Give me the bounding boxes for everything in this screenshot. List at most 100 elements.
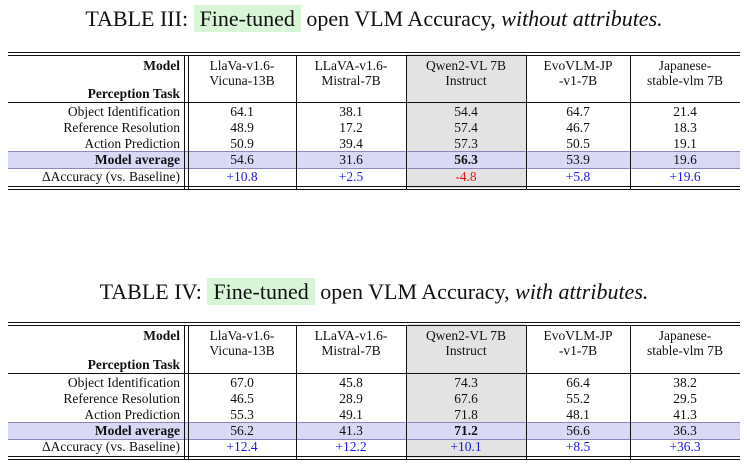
table-3-row-1-value: 54.4 [454, 104, 478, 119]
table-3-label: TABLE III: [85, 6, 189, 31]
table-4-average-value: 56.6 [566, 423, 590, 438]
table-3-average-value: 54.6 [230, 152, 254, 167]
table-3-top-rule-2 [8, 55, 740, 56]
table-3-vline-double-2 [188, 55, 189, 189]
table-4-vline [296, 325, 297, 459]
table-3-row-3-value: 57.3 [454, 136, 478, 151]
table-3-row-3-value: 50.9 [230, 136, 254, 151]
table-4-delta-value: +12.2 [335, 439, 367, 454]
table-3-row-3-task: Action Prediction [84, 136, 180, 151]
table-3-row-1-value: 64.1 [230, 104, 254, 119]
table-3-row-2-value: 17.2 [339, 120, 363, 135]
table-4-delta-value: +36.3 [669, 439, 701, 454]
table-3-header-task: Perception Task [87, 86, 180, 101]
table-3-highlight: Fine-tuned [193, 5, 301, 32]
table-4-row-3-value: 41.3 [673, 407, 697, 422]
table-4-row-2-value: 28.9 [339, 391, 363, 406]
table-3-average-value: 53.9 [566, 152, 590, 167]
table-4-delta-value: +8.5 [565, 439, 591, 454]
table-3-title-italic: without attributes. [501, 6, 663, 31]
table-3-row-3-value: 19.1 [673, 136, 697, 151]
table-4-row-1-value: 74.3 [454, 375, 478, 390]
table-4-row-1-value: 45.8 [339, 375, 363, 390]
table-3-header-rule [8, 102, 740, 103]
table-3-delta-value: -4.8 [455, 169, 477, 184]
table-3-model-2-line1: LLaVA-v1.6- [314, 58, 388, 73]
table-4-delta-value: +10.1 [450, 439, 482, 454]
table-3-vline [630, 55, 631, 189]
table-3-row-1-task: Object Identification [67, 104, 180, 119]
table-4-row-1-task: Object Identification [67, 375, 180, 390]
table-4-model-3-line1: Qwen2-VL 7B [425, 328, 507, 343]
table-4-row-1-value: 66.4 [566, 375, 590, 390]
table-4-delta-value: +12.4 [226, 439, 258, 454]
table-4-row-3-value: 55.3 [230, 407, 254, 422]
table-4-model-2-line1: LLaVA-v1.6- [314, 328, 388, 343]
table-4-vline [406, 325, 407, 459]
table-4-average-value: 41.3 [339, 423, 363, 438]
table-4-row-2-task: Reference Resolution [63, 391, 180, 406]
table-3-bottom-rule-2 [8, 189, 740, 190]
table-3-delta-value: +10.8 [226, 169, 258, 184]
table-3-delta-value: +2.5 [338, 169, 364, 184]
table-3-vline [296, 55, 297, 189]
table-4-vline-double-1 [184, 325, 185, 459]
table-3-row-2-value: 18.3 [673, 120, 697, 135]
table-3-average-value: 19.6 [673, 152, 697, 167]
table-3-model-1-line2: Vicuna-13B [209, 73, 275, 88]
table-3-average-value: 56.3 [454, 152, 478, 167]
table-4-average-row-shade [8, 422, 740, 440]
table-3-model-4-line2: -v1-7B [558, 73, 598, 88]
table-4-model-4-line2: -v1-7B [558, 343, 598, 358]
table-3-header-model: Model [143, 58, 180, 73]
table-3-model-3-line1: Qwen2-VL 7B [425, 58, 507, 73]
table-4-row-2-value: 29.5 [673, 391, 697, 406]
table-3-average-value: 31.6 [339, 152, 363, 167]
table-4-row-2-value: 67.6 [454, 391, 478, 406]
table-4-top-rule [8, 322, 740, 323]
table-4-row-3-value: 71.8 [454, 407, 478, 422]
table-3-vline-double-1 [184, 55, 185, 189]
table-3-row-3-value: 39.4 [339, 136, 363, 151]
table-3-row-3-value: 50.5 [566, 136, 590, 151]
table-4-row-1-value: 38.2 [673, 375, 697, 390]
table-4-label: TABLE IV: [99, 279, 202, 304]
table-4-vline [630, 325, 631, 459]
table-4-bottom-rule [8, 456, 740, 457]
table-3-top-rule [8, 52, 740, 53]
table-3-model-1-line1: LlaVa-v1.6- [209, 58, 275, 73]
table-4-row-3-task: Action Prediction [84, 407, 180, 422]
table-3-model-5-line2: stable-vlm 7B [646, 73, 724, 88]
table-4-average-task: Model average [94, 423, 180, 438]
table-4-vline-double-2 [188, 325, 189, 459]
table-4-row-1-value: 67.0 [230, 375, 254, 390]
table-4-row-3-value: 48.1 [566, 407, 590, 422]
table-4-average-value: 36.3 [673, 423, 697, 438]
table-4-highlight: Fine-tuned [207, 278, 315, 305]
table-4-header-model: Model [143, 328, 180, 343]
table-4-header-rule [8, 373, 740, 374]
table-4-vline [526, 325, 527, 459]
table-4: Model Perception Task LlaVa-v1.6- Vicuna… [8, 322, 740, 462]
table-4-title: open VLM Accuracy, [320, 279, 510, 304]
table-3-vline [406, 55, 407, 189]
table-3-row-1-value: 64.7 [566, 104, 590, 119]
table-4-row-2-value: 55.2 [566, 391, 590, 406]
table-3-delta-value: +19.6 [669, 169, 701, 184]
table-3-model-4-line1: EvoVLM-JP [543, 58, 613, 73]
table-3-row-2-value: 57.4 [454, 120, 478, 135]
table-3-row-1-value: 38.1 [339, 104, 363, 119]
table-3-model-3-line2: Instruct [445, 73, 487, 88]
table-4-model-2-line2: Mistral-7B [321, 343, 381, 358]
table-4-bottom-rule-2 [8, 459, 740, 460]
table-3: Model Perception Task LlaVa-v1.6- Vicuna… [8, 52, 740, 192]
table-4-model-1-line1: LlaVa-v1.6- [209, 328, 275, 343]
table-4-average-value: 56.2 [230, 423, 254, 438]
table-4-row-2-value: 46.5 [230, 391, 254, 406]
table-4-model-5-line1: Japanese- [658, 328, 712, 343]
table-3-row-1-value: 21.4 [673, 104, 697, 119]
table-4-model-1-line2: Vicuna-13B [209, 343, 275, 358]
table-3-bottom-rule [8, 186, 740, 187]
table-4-title-italic: with attributes. [515, 279, 649, 304]
table-3-row-2-value: 48.9 [230, 120, 254, 135]
